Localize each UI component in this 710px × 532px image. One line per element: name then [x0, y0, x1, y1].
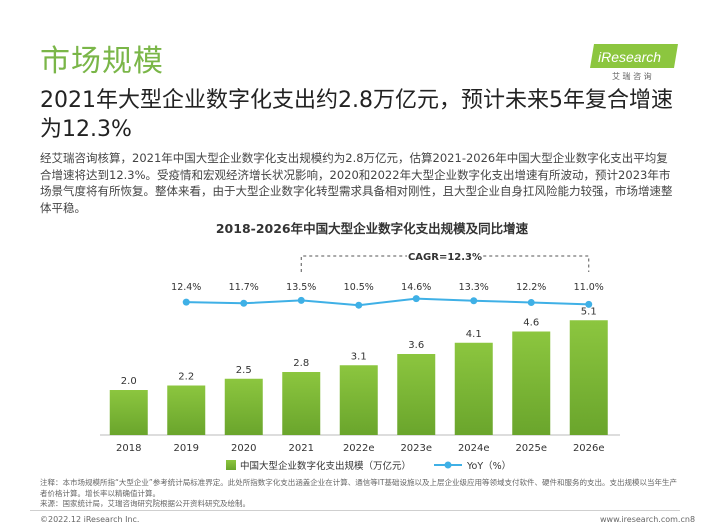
page-number: 8 — [690, 515, 696, 524]
legend-bar-label: 中国大型企业数字化支出规模（万亿元） — [240, 460, 411, 472]
headline: 2021年大型企业数字化支出约2.8万亿元，预计未来5年复合增速为12.3% — [40, 88, 673, 142]
yoy-line — [186, 297, 589, 307]
section-title: 市场规模 — [40, 44, 164, 79]
yoy-value-label: 12.4% — [171, 282, 201, 293]
yoy-value-label: 11.7% — [229, 282, 259, 293]
x-tick-labels: 2018 2019 2020 2021 2022e 2023e 2024e 2025e 2026… — [116, 443, 605, 454]
bar — [512, 331, 551, 435]
yoy-point — [470, 297, 478, 305]
x-tick-label: 2023e — [400, 443, 432, 454]
chart-title: 2018-2026年中国大型企业数字化支出规模及同比增速 — [216, 221, 529, 236]
legend-line-marker — [444, 461, 452, 469]
bar — [454, 342, 493, 435]
legend: 中国大型企业数字化支出规模（万亿元） YoY（%） — [226, 460, 511, 472]
bar-value-label: 3.1 — [351, 351, 367, 362]
digital-spend-chart: 2018-2026年中国大型企业数字化支出规模及同比增速 CAGR=12.3% … — [100, 221, 620, 472]
x-tick-label: 2022e — [343, 443, 375, 454]
yoy-point — [240, 299, 248, 307]
bar-value-label: 3.6 — [408, 340, 424, 351]
yoy-point — [297, 296, 305, 304]
yoy-value-label: 11.0% — [574, 282, 604, 293]
bar — [109, 390, 148, 435]
bar-value-label: 2.5 — [236, 365, 252, 376]
yoy-point — [412, 295, 420, 303]
bar — [397, 354, 436, 435]
bar-series: 2.0 2.2 2.5 2.8 3.1 3.6 4.1 4.6 5.1 — [109, 306, 608, 435]
x-tick-label: 2018 — [116, 443, 141, 454]
footer-divider — [30, 510, 680, 511]
yoy-point — [527, 298, 535, 306]
bar-value-label: 2.0 — [121, 376, 137, 387]
bar — [167, 385, 206, 435]
bar — [339, 365, 378, 435]
x-tick-label: 2019 — [174, 443, 199, 454]
logo-subtext: 艾 瑞 咨 询 — [612, 71, 652, 81]
yoy-value-label: 13.5% — [286, 282, 316, 293]
footer-copyright: ©2022.12 iResearch Inc. — [40, 515, 140, 524]
iresearch-logo: iResearch 艾 瑞 咨 询 — [590, 44, 678, 81]
footer-website[interactable]: www.iresearch.com.cn — [600, 515, 690, 524]
bar-value-label: 4.1 — [466, 329, 482, 340]
yoy-point — [355, 301, 363, 309]
yoy-value-label: 10.5% — [344, 282, 374, 293]
bar-value-label: 2.2 — [178, 372, 194, 383]
bar — [224, 378, 263, 435]
legend-line-label: YoY（%） — [466, 460, 511, 472]
x-tick-label: 2026e — [573, 443, 605, 454]
bar — [569, 320, 608, 435]
legend-bar-swatch — [226, 460, 236, 470]
x-tick-label: 2021 — [289, 443, 314, 454]
bar-value-label: 2.8 — [293, 358, 309, 369]
bar-value-label: 4.6 — [523, 318, 539, 329]
yoy-point — [585, 300, 593, 308]
yoy-value-label: 13.3% — [459, 282, 489, 293]
body-paragraph: 经艾瑞咨询核算，2021年中国大型企业数字化支出规模约为2.8万亿元，估算202… — [40, 151, 673, 215]
x-tick-label: 2024e — [458, 443, 490, 454]
yoy-point — [182, 298, 190, 306]
x-tick-label: 2025e — [515, 443, 547, 454]
footnote: 注释：本市场规模所指“大型企业”参考统计局标准界定。此处所指数字化支出涵盖企业在… — [40, 478, 680, 510]
cagr-label: CAGR=12.3% — [408, 252, 482, 263]
cagr-bracket-line — [300, 255, 590, 272]
yoy-value-label: 14.6% — [401, 282, 431, 293]
logo-badge — [590, 44, 678, 68]
logo-text: iResearch — [598, 49, 661, 65]
footnote-source: 来源：国家统计局，艾瑞咨询研究院根据公开资料研究及绘制。 — [40, 499, 250, 508]
footnote-note: 注释：本市场规模所指“大型企业”参考统计局标准界定。此处所指数字化支出涵盖企业在… — [40, 478, 678, 498]
yoy-value-label: 12.2% — [516, 282, 546, 293]
bar-value-label: 5.1 — [581, 306, 597, 317]
yoy-series: 12.4% 11.7% 13.5% 10.5% 14.6% 13.3% 12.2% 11.0% — [171, 282, 604, 309]
x-tick-label: 2020 — [231, 443, 256, 454]
bar — [282, 372, 321, 435]
cagr-label-bg — [407, 248, 483, 264]
cagr-bracket: CAGR=12.3% — [300, 248, 590, 272]
